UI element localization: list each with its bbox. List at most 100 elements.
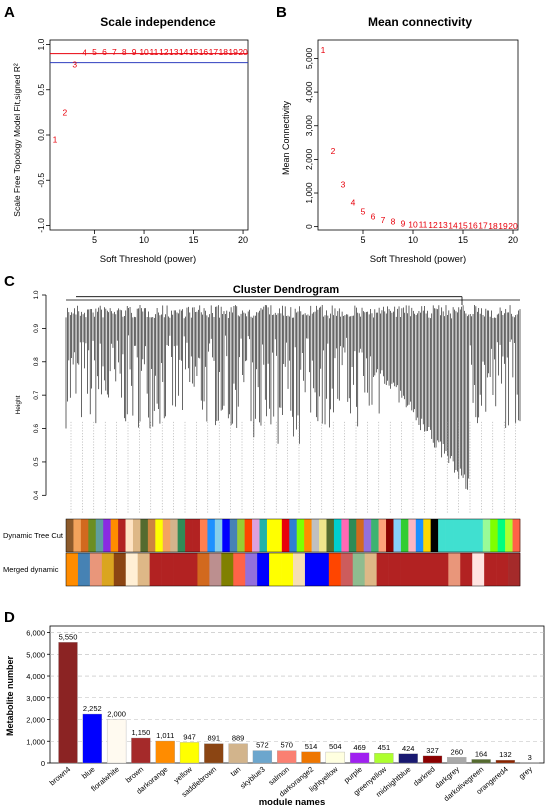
module-color-cell (388, 553, 401, 586)
data-point-label: 11 (150, 47, 159, 57)
bar (58, 642, 78, 764)
module-color-cell (237, 519, 245, 552)
y-tick-label: 2,000 (304, 148, 314, 170)
bar-value-label: 570 (280, 741, 293, 750)
bar-value-label: 889 (232, 734, 245, 743)
module-color-cell (281, 519, 290, 552)
y-tick-label: 6,000 (26, 629, 45, 638)
module-color-cell (341, 519, 350, 552)
module-color-cell (110, 519, 119, 552)
module-color-cell (173, 553, 186, 586)
module-color-cell (430, 519, 439, 552)
bar (204, 743, 224, 764)
data-point-label: 5 (361, 207, 366, 217)
cluster-dendrogram: Cluster Dendrogram Height 0.4 0.5 0.6 0.7 0.… (3, 284, 521, 587)
bar-value-label: 451 (378, 743, 391, 752)
bar (277, 750, 297, 764)
module-color-cell (438, 519, 446, 552)
module-color-cell (132, 519, 141, 552)
chart-title: Cluster Dendrogram (233, 284, 340, 296)
y-axis-label: Metabolite number (5, 656, 15, 737)
data-point-label: 13 (438, 220, 448, 230)
data-point-label: 15 (189, 47, 199, 57)
x-tick-label: 20 (508, 235, 518, 245)
bar (422, 755, 443, 764)
module-color-cell (113, 553, 127, 586)
module-color-cell (328, 553, 342, 586)
bar (131, 737, 151, 764)
bar (349, 752, 370, 764)
panel-letter-a: A (4, 4, 15, 21)
data-point-label: 17 (478, 221, 488, 231)
module-color-cell (363, 519, 372, 552)
module-color-cell (505, 519, 513, 552)
module-color-cell (512, 519, 521, 552)
category-label: blue (80, 765, 97, 781)
bar (106, 719, 127, 764)
module-color-cell (289, 519, 298, 552)
data-point-label: 10 (408, 219, 418, 229)
module-color-cell (304, 519, 312, 552)
y-tick-label: 0.0 (36, 129, 46, 141)
color-row-label-dynamic: Dynamic Tree Cut (3, 531, 64, 540)
module-color-cell (460, 553, 473, 586)
module-color-cell (199, 519, 208, 552)
module-size-bar-chart: Metabolite number module names 0 1,000 2,0… (5, 625, 545, 808)
module-color-cell (229, 519, 238, 552)
module-color-cell (89, 553, 103, 586)
module-color-cell (281, 553, 294, 586)
module-color-cell (207, 519, 216, 552)
data-point-label: 18 (219, 47, 229, 57)
module-color-cell (453, 519, 461, 552)
module-color-cell (214, 519, 223, 552)
module-color-cell (88, 519, 97, 552)
module-color-cell (376, 553, 389, 586)
panel-letter-c: C (4, 273, 15, 290)
data-point-label: 8 (391, 217, 396, 227)
module-color-cell (415, 519, 424, 552)
module-color-cell (424, 553, 437, 586)
category-label: tan (229, 765, 243, 779)
module-color-cell (80, 519, 89, 552)
module-color-cell (137, 553, 150, 586)
bar (495, 759, 516, 764)
module-color-cell (497, 519, 506, 552)
plot-frame (49, 625, 545, 764)
data-point-label: 15 (458, 220, 468, 230)
module-color-cell (333, 519, 342, 552)
module-color-cell (475, 519, 484, 552)
data-point-label: 14 (448, 220, 458, 230)
data-point-label: 4 (82, 48, 87, 58)
data-point-label: 3 (72, 59, 77, 69)
x-tick-label: 10 (139, 235, 149, 245)
module-color-cell (125, 553, 138, 586)
module-color-cell (170, 519, 178, 552)
data-point-label: 6 (371, 212, 376, 222)
color-row-frame (65, 552, 521, 587)
data-point-label: 16 (468, 221, 478, 231)
module-color-cell (304, 553, 318, 586)
bar-value-label: 572 (256, 741, 269, 750)
y-tick-label: 3,000 (304, 115, 314, 137)
x-axis-label: module names (259, 797, 326, 808)
bar-value-label: 947 (183, 732, 196, 741)
module-color-cell (221, 553, 234, 586)
bar-value-label: 424 (402, 744, 415, 753)
module-color-cell (311, 519, 320, 552)
data-point-label: 5 (92, 47, 97, 57)
data-point-label: 12 (428, 220, 438, 230)
y-tick-label: 4,000 (26, 672, 45, 681)
module-color-cell (177, 519, 186, 552)
module-color-cell (400, 519, 409, 552)
bar-value-label: 1,011 (156, 731, 174, 740)
module-color-cell (482, 519, 491, 552)
y-tick-label: 1.0 (36, 38, 46, 50)
y-tick-label: 3,000 (26, 694, 45, 703)
module-color-cell (192, 519, 201, 552)
data-point-label: 9 (132, 47, 137, 57)
y-axis-label: Scale Free Topology Model Fit,signed R² (12, 63, 22, 217)
data-point-label: 1 (53, 135, 58, 145)
bar-value-label: 164 (475, 749, 488, 758)
data-point-label: 11 (419, 220, 428, 230)
module-color-cell (244, 519, 253, 552)
